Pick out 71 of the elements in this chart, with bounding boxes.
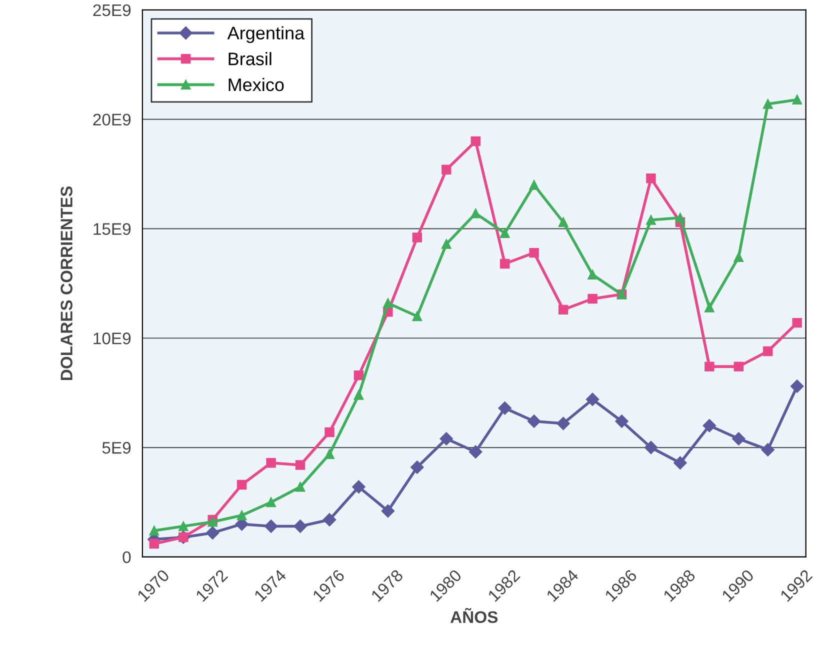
point bbox=[266, 458, 276, 468]
point bbox=[792, 318, 802, 328]
point bbox=[646, 174, 656, 184]
y-axis-title: DOLARES CORRIENTES bbox=[60, 186, 72, 380]
point bbox=[295, 460, 306, 470]
point bbox=[734, 252, 744, 262]
point bbox=[294, 520, 307, 533]
point bbox=[470, 136, 480, 146]
point bbox=[266, 497, 276, 508]
point bbox=[324, 427, 334, 438]
point bbox=[732, 432, 746, 446]
point bbox=[763, 99, 773, 109]
point bbox=[615, 414, 628, 428]
point bbox=[324, 449, 334, 459]
point bbox=[558, 304, 568, 315]
point bbox=[704, 302, 714, 312]
point bbox=[149, 526, 159, 536]
point bbox=[354, 370, 364, 380]
point bbox=[588, 294, 598, 304]
point bbox=[498, 402, 512, 415]
point bbox=[704, 362, 714, 372]
y-tick-label: 20E9 bbox=[93, 114, 131, 126]
point bbox=[500, 258, 510, 269]
y-tick-label: 15E9 bbox=[94, 223, 131, 235]
y-tick-label: 25E9 bbox=[93, 4, 131, 16]
point bbox=[442, 164, 452, 175]
y-tick-label: 10E9 bbox=[94, 332, 131, 344]
point bbox=[470, 208, 480, 218]
point bbox=[264, 520, 278, 533]
point bbox=[529, 180, 539, 190]
point bbox=[646, 215, 656, 225]
point bbox=[412, 311, 422, 322]
point bbox=[644, 440, 658, 454]
point bbox=[442, 239, 452, 249]
point bbox=[440, 432, 453, 446]
point bbox=[556, 416, 570, 430]
point bbox=[381, 504, 395, 518]
point bbox=[178, 521, 188, 532]
point bbox=[236, 510, 247, 520]
point bbox=[529, 248, 539, 258]
point bbox=[295, 482, 306, 492]
point bbox=[206, 526, 220, 540]
point bbox=[734, 362, 744, 372]
point bbox=[383, 298, 393, 308]
point bbox=[790, 380, 804, 393]
x-axis-title: AÑOS bbox=[450, 608, 498, 624]
point bbox=[588, 270, 598, 280]
point bbox=[410, 460, 424, 474]
point bbox=[527, 414, 541, 428]
point bbox=[792, 94, 802, 105]
point bbox=[675, 212, 686, 223]
point bbox=[354, 390, 364, 400]
point bbox=[322, 513, 336, 526]
point bbox=[412, 232, 422, 242]
point bbox=[352, 480, 366, 494]
point bbox=[208, 517, 218, 527]
point bbox=[558, 217, 568, 228]
point bbox=[149, 538, 159, 549]
point bbox=[500, 228, 510, 238]
legend-label: Argentina bbox=[227, 26, 305, 44]
point bbox=[761, 443, 774, 456]
y-tick-label: 5E9 bbox=[102, 442, 131, 454]
point bbox=[763, 346, 773, 356]
y-tick-label: 0 bbox=[122, 551, 131, 564]
legend-label: Brasil bbox=[228, 52, 272, 66]
point bbox=[702, 419, 716, 432]
point bbox=[469, 445, 482, 458]
point bbox=[674, 456, 687, 470]
point bbox=[586, 392, 600, 406]
point bbox=[236, 480, 247, 490]
legend-label: Mexico bbox=[228, 78, 284, 92]
